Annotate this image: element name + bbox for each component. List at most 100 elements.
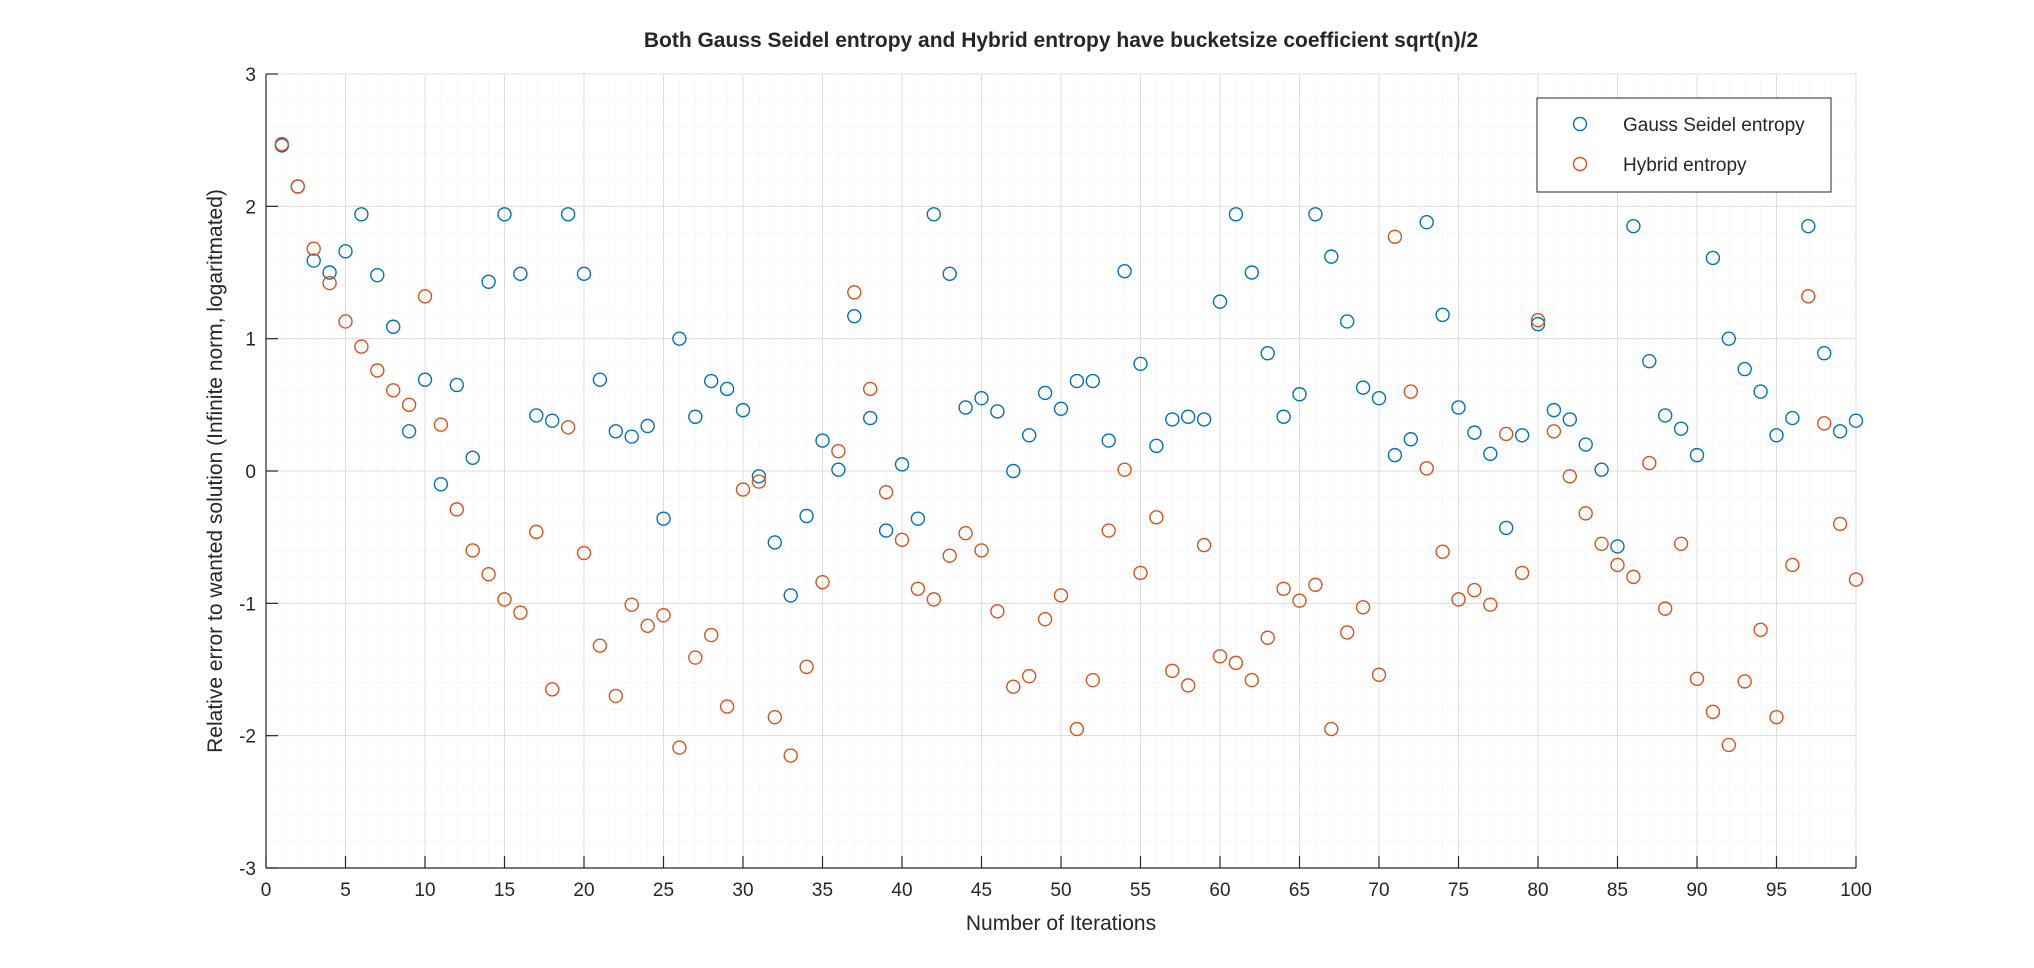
data-point: [1498, 520, 1514, 536]
data-point: [1276, 409, 1291, 424]
data-point: [1085, 373, 1101, 389]
data-point: [1483, 446, 1498, 461]
data-point: [449, 502, 464, 517]
data-point: [1101, 433, 1116, 448]
data-point: [1355, 600, 1371, 615]
data-point: [958, 400, 973, 415]
data-point: [1276, 581, 1291, 596]
x-tick-label: 5: [340, 880, 351, 901]
data-point: [1021, 428, 1037, 443]
data-point: [847, 308, 862, 324]
data-point: [1196, 537, 1212, 553]
data-point: [863, 410, 878, 426]
data-point: [1769, 428, 1784, 443]
data-point: [1037, 385, 1053, 401]
data-point: [1562, 412, 1578, 427]
data-point: [449, 377, 464, 393]
data-point: [767, 535, 782, 550]
data-point: [926, 592, 941, 607]
data-point: [1212, 294, 1228, 309]
data-point: [958, 525, 973, 541]
data-point: [1578, 437, 1593, 452]
data-point: [497, 207, 512, 222]
data-point: [1212, 649, 1228, 664]
data-point: [1832, 516, 1848, 532]
data-point: [290, 179, 305, 194]
data-point: [1006, 679, 1021, 694]
data-point: [529, 408, 544, 423]
data-point: [1006, 463, 1021, 479]
data-point: [1753, 622, 1768, 637]
data-point: [878, 484, 894, 500]
data-point: [847, 285, 862, 300]
data-point: [1196, 412, 1212, 427]
data-point: [338, 244, 353, 259]
data-point: [338, 314, 353, 329]
data-point: [592, 638, 608, 653]
data-point: [1069, 373, 1085, 389]
data-point: [306, 241, 321, 256]
data-point: [1403, 432, 1419, 447]
data-point: [1419, 461, 1434, 476]
x-tick-label: 20: [573, 880, 594, 901]
data-point: [1371, 391, 1387, 406]
data-point: [1514, 565, 1530, 581]
data-point: [513, 605, 528, 620]
data-point: [735, 482, 751, 497]
x-tick-label: 25: [653, 880, 674, 901]
data-point: [1610, 557, 1625, 573]
data-point: [1530, 316, 1546, 332]
legend-marker-hybrid: [1572, 156, 1588, 172]
data-point: [1530, 312, 1546, 328]
data-point: [990, 604, 1005, 619]
data-point: [1594, 536, 1609, 551]
data-point: [322, 265, 337, 280]
x-tick-label: 40: [891, 880, 912, 901]
data-point: [465, 450, 480, 465]
data-point: [1133, 565, 1148, 581]
data-point: [1133, 356, 1148, 372]
data-point: [560, 207, 576, 222]
data-point: [1435, 544, 1450, 559]
tick-labels: 0 5 10 15 20 25 30 35 40 45 50 55 60 65 70 75 80 85 90 95 10…: [239, 65, 1872, 901]
x-tick-label: 95: [1766, 880, 1787, 901]
data-point: [783, 748, 798, 763]
data-point: [1594, 462, 1609, 477]
data-point: [942, 548, 957, 563]
data-point: [1149, 438, 1164, 454]
data-point: [1085, 672, 1101, 688]
data-point: [545, 413, 560, 428]
data-point: [1117, 263, 1132, 279]
data-point: [1785, 557, 1800, 573]
x-tick-label: 100: [1840, 880, 1872, 901]
data-point: [1435, 307, 1450, 323]
data-point: [1324, 721, 1339, 737]
data-point: [1355, 380, 1371, 395]
data-point: [1180, 409, 1196, 424]
data-point: [1673, 421, 1689, 436]
data-point: [401, 397, 417, 413]
data-point: [815, 433, 830, 448]
data-point: [1339, 625, 1355, 640]
x-tick-label: 45: [971, 880, 992, 901]
data-point: [1180, 678, 1196, 693]
data-point: [433, 417, 449, 432]
data-point: [704, 373, 719, 389]
chart-title: Both Gauss Seidel entropy and Hybrid ent…: [644, 29, 1478, 52]
data-point: [1165, 663, 1180, 679]
data-point: [640, 418, 655, 434]
data-point: [1705, 250, 1721, 266]
data-point: [1053, 588, 1069, 603]
data-point: [386, 383, 401, 398]
data-point: [1562, 469, 1578, 484]
data-point: [1689, 671, 1705, 686]
x-tick-label: 80: [1527, 880, 1548, 901]
legend-label-gauss-seidel: Gauss Seidel entropy: [1623, 115, 1805, 136]
data-point: [1308, 577, 1323, 593]
data-point: [1753, 384, 1768, 399]
data-point: [481, 274, 496, 289]
data-point: [672, 740, 687, 755]
data-point: [894, 457, 910, 472]
data-point: [688, 409, 703, 424]
